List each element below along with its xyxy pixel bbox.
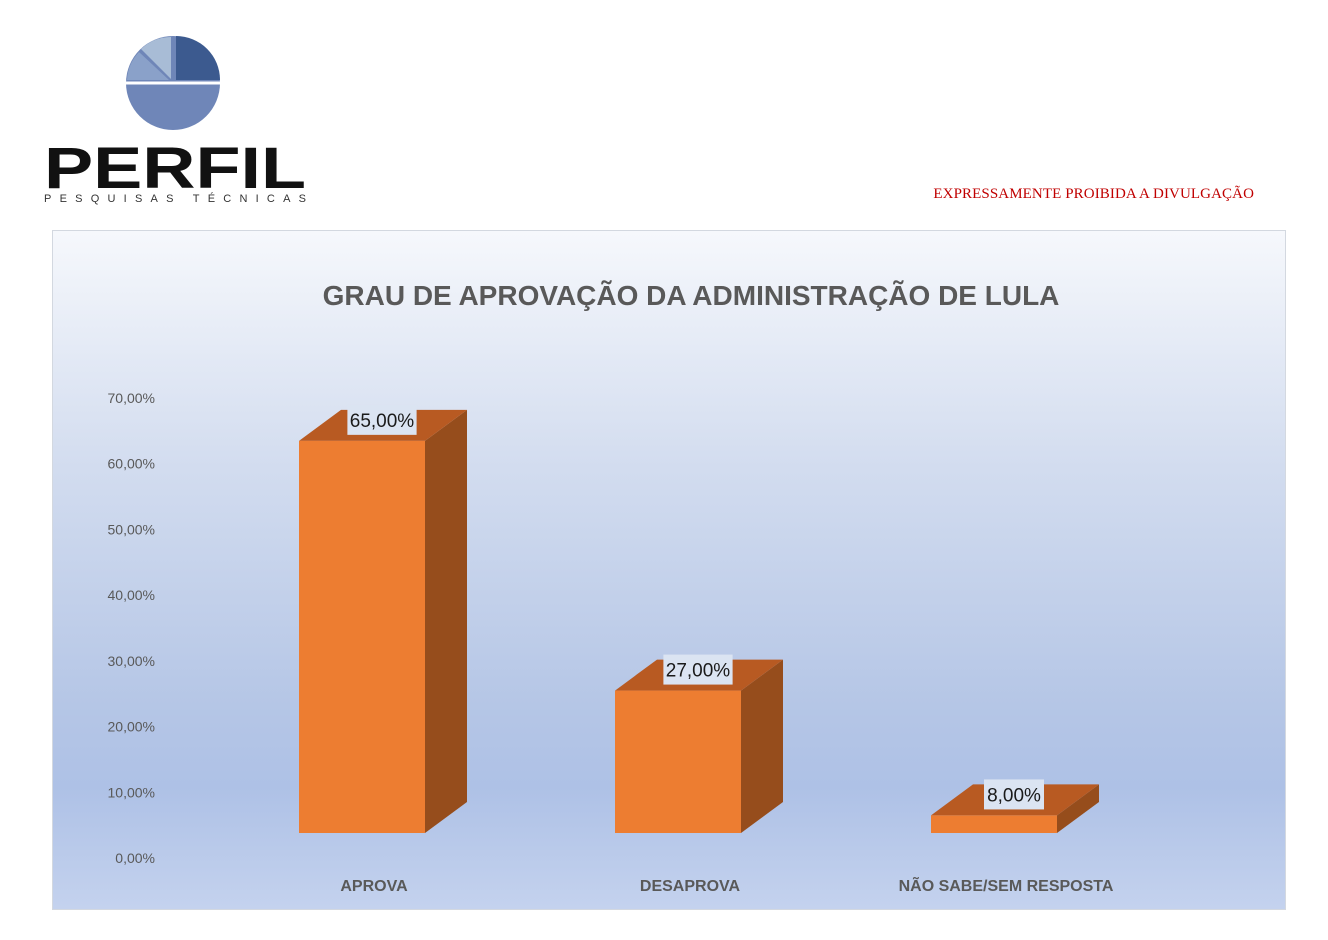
bar: 8,00%: [931, 779, 1099, 833]
pie-chart-icon: [124, 36, 222, 130]
logo-brand-text: PERFIL: [44, 136, 306, 201]
bar-front-face: [931, 815, 1057, 833]
data-label: 65,00%: [350, 411, 415, 432]
y-tick-label: 40,00%: [108, 587, 155, 603]
y-tick-label: 10,00%: [108, 784, 155, 800]
data-label: 8,00%: [987, 785, 1041, 806]
bar: 65,00%: [299, 404, 467, 833]
x-tick-label: DESAPROVA: [640, 878, 741, 895]
chart-area: GRAU DE APROVAÇÃO DA ADMINISTRAÇÃO DE LU…: [52, 230, 1286, 910]
data-label-box: [347, 404, 417, 435]
bar: 27,00%: [615, 654, 783, 833]
chart-title: GRAU DE APROVAÇÃO DA ADMINISTRAÇÃO DE LU…: [323, 280, 1060, 311]
y-tick-label: 70,00%: [108, 390, 155, 406]
restriction-notice: EXPRESSAMENTE PROIBIDA A DIVULGAÇÃO: [933, 186, 1254, 202]
logo-pie-slice-left: [127, 52, 169, 80]
bar-front-face: [615, 690, 741, 833]
bar-side-face: [741, 659, 783, 833]
y-tick-label: 20,00%: [108, 719, 155, 735]
data-label-box: [984, 779, 1044, 810]
y-tick-label: 60,00%: [108, 456, 155, 472]
logo-pie-slice-top-left: [141, 37, 171, 79]
y-tick-label: 30,00%: [108, 653, 155, 669]
data-label-box: [663, 654, 733, 685]
bar-side-face: [425, 409, 467, 833]
logo-pie-slice-top-right: [176, 36, 220, 80]
bar-front-face: [299, 440, 425, 833]
y-tick-label: 0,00%: [115, 850, 155, 866]
x-axis: APROVA DESAPROVA NÃO SABE/SEM RESPOSTA: [340, 875, 1114, 895]
bar-side-face: [1057, 784, 1099, 833]
perfil-logo: PERFIL PESQUISAS TÉCNICAS: [44, 36, 306, 205]
data-label: 27,00%: [666, 661, 731, 682]
y-tick-label: 50,00%: [108, 521, 155, 537]
y-axis: 0,00% 10,00% 20,00% 30,00% 40,00% 50,00% 60,00…: [108, 390, 155, 866]
x-tick-label: APROVA: [340, 878, 408, 895]
bars-group: 65,00% 27,00% 8,00%: [299, 404, 1099, 833]
x-tick-label: NÃO SABE/SEM RESPOSTA: [899, 875, 1114, 895]
bar-chart: GRAU DE APROVAÇÃO DA ADMINISTRAÇÃO DE LU…: [108, 280, 1114, 895]
